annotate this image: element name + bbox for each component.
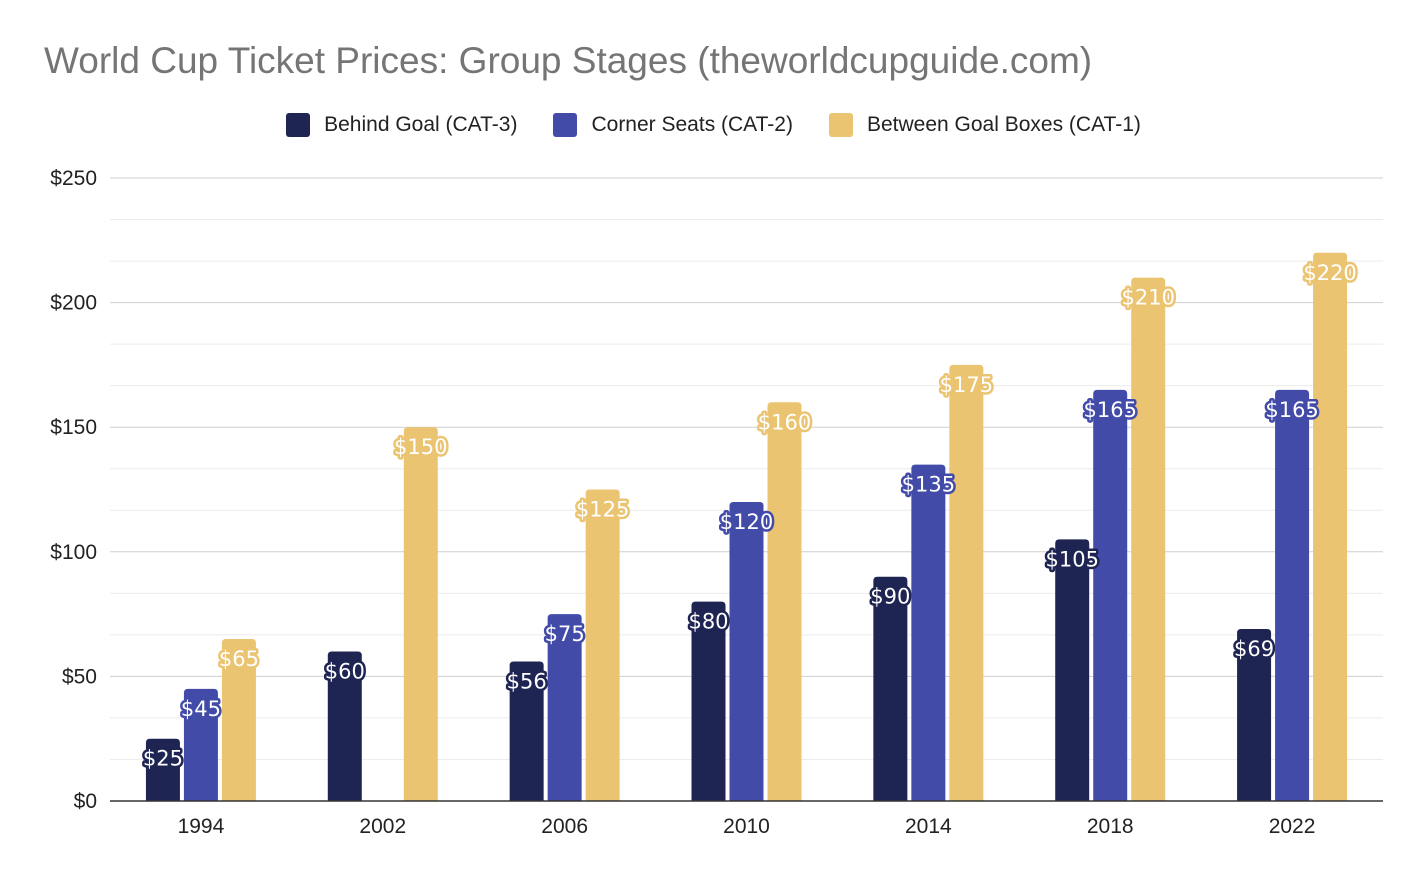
bar (1093, 389, 1128, 801)
data-label: $210 (1121, 286, 1174, 310)
data-labels: $25 $45 $65 $60 $150 $56 $75 $125 $80 $120 $160 $90… (140, 258, 1359, 773)
data-label: $60 (325, 659, 365, 683)
x-tick-label: 2006 (541, 815, 588, 838)
x-tick-label: 2002 (359, 815, 406, 838)
data-label: $25 (143, 747, 183, 771)
bar (691, 601, 726, 801)
legend-item: Behind Goal (CAT-3) (286, 113, 517, 137)
legend-swatch (286, 113, 311, 137)
data-label: $175 (940, 373, 993, 397)
x-tick-label: 2010 (723, 815, 770, 838)
data-label: $160 (758, 410, 811, 434)
legend-label: Between Goal Boxes (CAT-1) (866, 113, 1141, 136)
x-tick-label: 2014 (905, 815, 952, 838)
legend-swatch (553, 113, 578, 137)
legend-label: Corner Seats (CAT-2) (591, 113, 793, 136)
data-label: $150 (394, 435, 447, 459)
bar (1055, 539, 1090, 801)
data-label: $165 (1083, 398, 1136, 422)
x-tick-label: 1994 (178, 815, 225, 838)
bar (403, 427, 438, 801)
chart-title: World Cup Ticket Prices: Group Stages (t… (44, 40, 1093, 81)
data-label: $90 (870, 585, 910, 609)
data-label: $75 (545, 622, 585, 646)
bars (145, 252, 1348, 801)
x-tick-label: 2018 (1087, 815, 1134, 838)
bar (1237, 629, 1272, 801)
legend-item: Corner Seats (CAT-2) (553, 113, 793, 137)
legend-swatch (828, 113, 853, 137)
bar (183, 688, 218, 801)
y-tick-label: $150 (50, 416, 97, 439)
data-label: $45 (181, 697, 221, 721)
data-label: $56 (507, 669, 547, 693)
y-tick-label: $250 (50, 167, 97, 190)
bar (911, 464, 946, 801)
bar (509, 661, 544, 801)
bar (585, 489, 620, 801)
data-label: $80 (688, 610, 728, 634)
y-tick-label: $0 (74, 790, 97, 813)
bar (221, 639, 256, 801)
data-label: $105 (1045, 547, 1098, 571)
legend-label: Behind Goal (CAT-3) (324, 113, 518, 136)
data-label: $65 (219, 647, 259, 671)
bar (547, 614, 582, 801)
y-tick-label: $200 (50, 292, 97, 315)
bar (327, 651, 362, 801)
legend-item: Between Goal Boxes (CAT-1) (828, 113, 1141, 137)
x-tick-label: 2022 (1269, 815, 1316, 838)
data-label: $69 (1234, 637, 1274, 661)
y-tick-label: $50 (62, 665, 97, 688)
bar (145, 738, 180, 801)
y-tick-label: $100 (50, 541, 97, 564)
axes: $0 $50 $100 $150 $200 $250 1994 2002 2006 2010 201… (50, 167, 1383, 838)
data-label: $125 (576, 498, 629, 522)
data-label: $220 (1303, 261, 1356, 285)
bar (1131, 277, 1166, 801)
bar (729, 501, 764, 801)
bar (767, 402, 802, 801)
bar (949, 364, 984, 801)
data-label: $135 (902, 473, 955, 497)
data-label: $120 (720, 510, 773, 534)
bar (873, 576, 908, 801)
data-label: $165 (1265, 398, 1318, 422)
legend: Behind Goal (CAT-3) Corner Seats (CAT-2) B… (0, 110, 1427, 140)
bar (1275, 389, 1310, 801)
bar (1313, 252, 1348, 801)
